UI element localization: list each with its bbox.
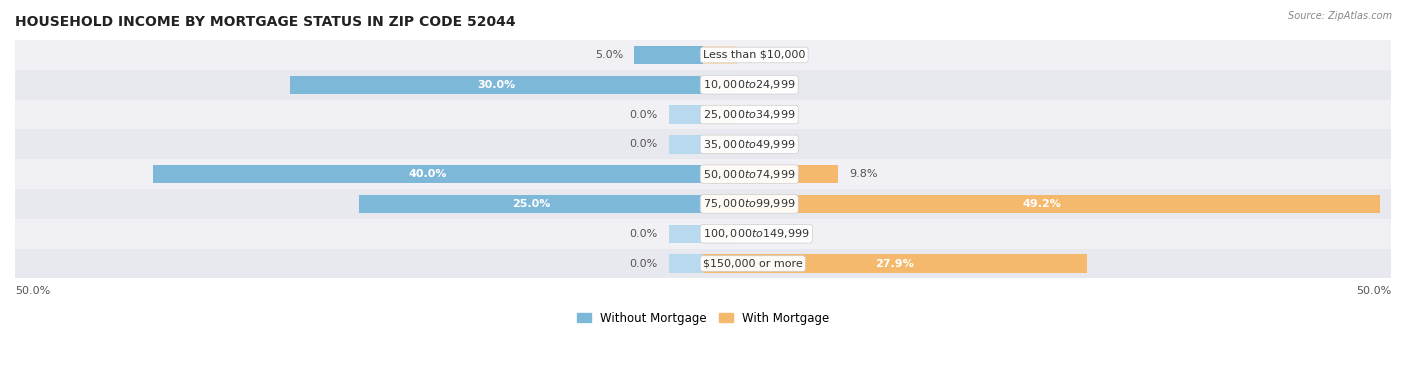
Bar bbox=[669, 135, 703, 153]
Text: 30.0%: 30.0% bbox=[478, 80, 516, 90]
Bar bbox=[669, 254, 703, 273]
Text: $50,000 to $74,999: $50,000 to $74,999 bbox=[703, 168, 796, 181]
Text: 0.0%: 0.0% bbox=[630, 139, 658, 149]
Text: 9.8%: 9.8% bbox=[849, 169, 877, 179]
Bar bbox=[634, 46, 703, 64]
Bar bbox=[703, 254, 1087, 273]
Bar bbox=[703, 225, 737, 243]
Bar bbox=[15, 189, 1391, 219]
Text: 0.0%: 0.0% bbox=[630, 110, 658, 120]
Bar bbox=[15, 70, 1391, 100]
Bar bbox=[290, 75, 703, 94]
Bar bbox=[703, 165, 838, 183]
Bar bbox=[703, 46, 737, 64]
Text: 0.0%: 0.0% bbox=[748, 80, 776, 90]
Text: 50.0%: 50.0% bbox=[15, 286, 51, 296]
Text: 27.9%: 27.9% bbox=[876, 259, 914, 268]
Text: $75,000 to $99,999: $75,000 to $99,999 bbox=[703, 198, 796, 210]
Text: $35,000 to $49,999: $35,000 to $49,999 bbox=[703, 138, 796, 151]
Text: $10,000 to $24,999: $10,000 to $24,999 bbox=[703, 78, 796, 91]
Bar bbox=[703, 75, 737, 94]
Bar bbox=[669, 105, 703, 124]
Text: 0.0%: 0.0% bbox=[748, 50, 776, 60]
Bar bbox=[703, 105, 737, 124]
Bar bbox=[15, 219, 1391, 249]
Legend: Without Mortgage, With Mortgage: Without Mortgage, With Mortgage bbox=[572, 307, 834, 329]
Bar bbox=[15, 129, 1391, 159]
Bar bbox=[15, 159, 1391, 189]
Text: 0.0%: 0.0% bbox=[748, 229, 776, 239]
Bar bbox=[153, 165, 703, 183]
Text: 49.2%: 49.2% bbox=[1022, 199, 1062, 209]
Text: 5.0%: 5.0% bbox=[595, 50, 623, 60]
Text: $25,000 to $34,999: $25,000 to $34,999 bbox=[703, 108, 796, 121]
Bar bbox=[359, 195, 703, 213]
Text: 40.0%: 40.0% bbox=[409, 169, 447, 179]
Bar bbox=[15, 249, 1391, 279]
Bar bbox=[669, 225, 703, 243]
Text: $100,000 to $149,999: $100,000 to $149,999 bbox=[703, 227, 810, 240]
Bar bbox=[703, 135, 737, 153]
Text: 50.0%: 50.0% bbox=[1355, 286, 1391, 296]
Text: 0.0%: 0.0% bbox=[630, 229, 658, 239]
Text: 0.0%: 0.0% bbox=[630, 259, 658, 268]
Text: 25.0%: 25.0% bbox=[512, 199, 550, 209]
Text: 0.0%: 0.0% bbox=[748, 139, 776, 149]
Bar bbox=[703, 195, 1381, 213]
Text: Source: ZipAtlas.com: Source: ZipAtlas.com bbox=[1288, 11, 1392, 21]
Text: 0.0%: 0.0% bbox=[748, 110, 776, 120]
Text: $150,000 or more: $150,000 or more bbox=[703, 259, 803, 268]
Bar bbox=[15, 100, 1391, 129]
Bar bbox=[15, 40, 1391, 70]
Text: HOUSEHOLD INCOME BY MORTGAGE STATUS IN ZIP CODE 52044: HOUSEHOLD INCOME BY MORTGAGE STATUS IN Z… bbox=[15, 15, 516, 29]
Text: Less than $10,000: Less than $10,000 bbox=[703, 50, 806, 60]
